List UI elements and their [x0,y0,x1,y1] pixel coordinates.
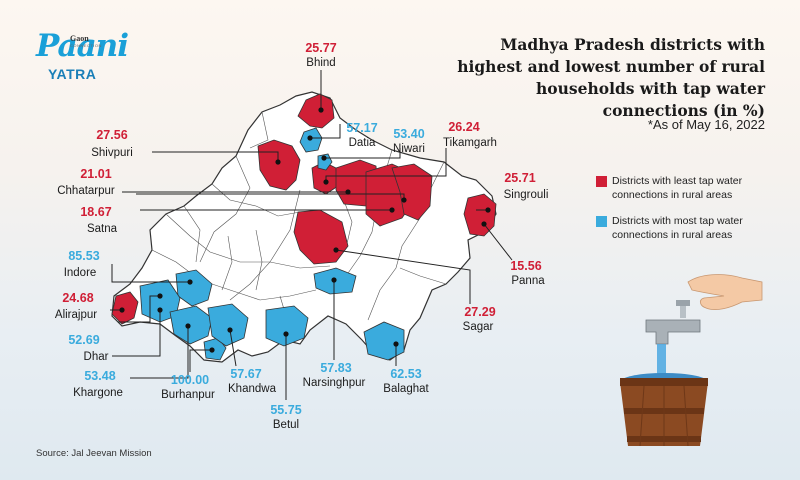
name-tikamgarh: Tikamgarh [443,137,497,149]
value-narsinghpur: 57.83 [320,361,351,375]
logo-brand-top: Gaon [70,34,89,43]
name-betul: Betul [273,419,299,431]
district-labels: 25.77 Bhind 57.17 Datia 53.40 Niwari 27.… [55,41,548,431]
legend-swatch-most [596,216,607,227]
source-note: Source: Jal Jeevan Mission [36,448,152,459]
value-bhind: 25.77 [305,41,336,55]
least-districts [111,93,497,325]
value-datia: 57.17 [346,121,377,135]
value-khandwa: 57.67 [230,367,261,381]
as-of-date: *As of May 16, 2022 [647,117,765,132]
value-singrouli: 25.71 [504,171,535,185]
leader-dots [119,107,491,353]
name-chhatarpur: Chhatarpur [57,185,115,197]
value-khargone: 53.48 [84,369,115,383]
leader-lines [110,70,513,400]
value-sagar: 27.29 [464,305,495,319]
name-satna: Satna [87,223,118,235]
value-tikamgarh: 26.24 [448,120,479,134]
district-betul [265,305,309,347]
value-panna: 15.56 [510,259,541,273]
value-dhar: 52.69 [68,333,99,347]
paani-yatra-logo: Paani Gaon CONNECTION YATRA [36,26,146,96]
district-alirajpur [111,291,139,325]
name-balaghat: Balaghat [383,383,429,395]
name-khandwa: Khandwa [228,383,277,395]
name-singrouli: Singrouli [504,189,549,201]
name-narsinghpur: Narsinghpur [303,377,366,389]
name-sagar: Sagar [463,321,494,333]
name-khargone: Khargone [73,387,123,399]
name-panna: Panna [511,275,545,287]
tap-icon [645,300,701,345]
name-datia: Datia [349,137,376,149]
district-satna [391,163,433,221]
value-indore: 85.53 [68,249,99,263]
name-bhind: Bhind [306,57,335,69]
district-bhind [297,93,335,129]
hand-icon [687,274,763,310]
logo-brand-sub: CONNECTION [70,43,102,48]
value-balaghat: 62.53 [390,367,421,381]
legend-label-least: Districts with least tap water connectio… [612,175,743,201]
legend-label-most: Districts with most tap water connection… [612,215,743,241]
name-burhanpur: Burhanpur [161,389,215,401]
name-dhar: Dhar [84,351,109,363]
bucket-icon [620,373,708,447]
name-shivpuri: Shivpuri [91,147,133,159]
name-alirajpur: Alirajpur [55,309,97,321]
value-alirajpur: 24.68 [62,291,93,305]
value-satna: 18.67 [80,205,111,219]
value-shivpuri: 27.56 [96,128,127,142]
district-singrouli [463,193,497,237]
water-stream [657,344,666,384]
logo-name-2: YATRA [48,66,97,82]
tap-and-bucket-illustration [620,274,763,447]
chart-title: Madhya Pradesh districts with highest an… [457,35,765,120]
district-khandwa [207,303,249,347]
legend-swatch-least [596,176,607,187]
district-balaghat [363,321,405,361]
name-indore: Indore [64,267,97,279]
district-khargone [169,305,213,345]
value-niwari: 53.40 [393,127,424,141]
value-chhatarpur: 21.01 [80,167,111,181]
logo-name: Paani [36,28,129,64]
name-niwari: Niwari [393,143,425,155]
value-burhanpur: 100.00 [171,373,209,387]
value-betul: 55.75 [270,403,301,417]
